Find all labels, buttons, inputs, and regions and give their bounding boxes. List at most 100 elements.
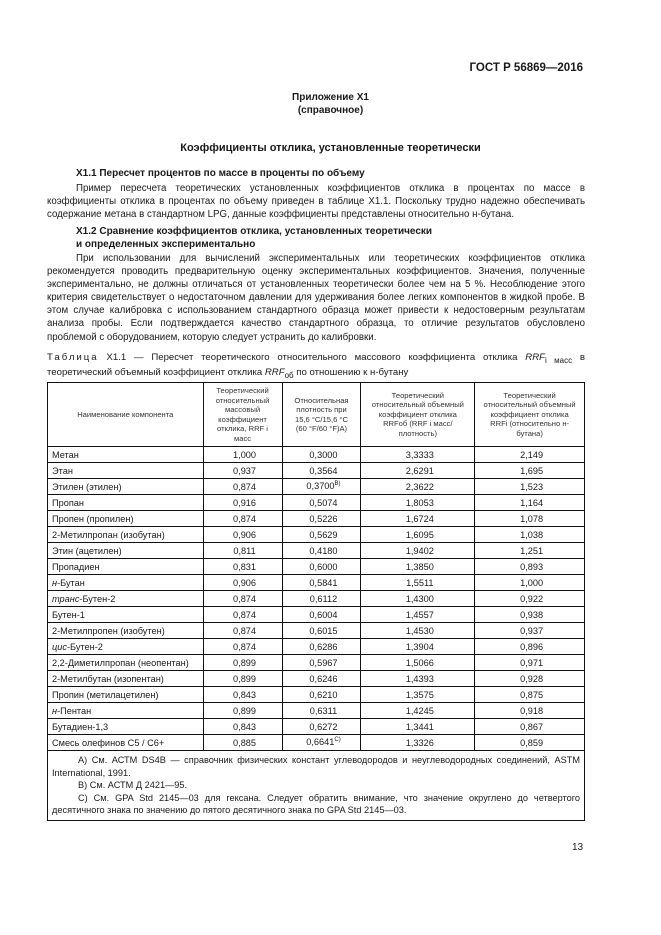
component-name: Бутен-1 [47,606,204,623]
value: 0,6641 [306,737,335,748]
value: 1,000 [520,577,544,588]
value-cell: 0,6286 [281,638,362,655]
value: 0,811 [233,545,256,556]
name-text: Бутен-1 [52,609,85,620]
value-cell: 1,5066 [360,654,476,671]
value: 2,3622 [405,481,434,492]
table-row: Этилен (этилен) 0,874 0,3700В) 2,3622 1,523 [47,478,585,495]
value-cell: 0,3564 [281,462,362,479]
table-row: 2-Метилбутан (изопентан) 0,899 0,6246 1,439… [47,670,585,687]
value: 1,5511 [406,577,434,588]
value: 0,5967 [309,657,338,668]
table-footnotes: А) См. АСТМ DS4B — справочник физических… [47,750,585,821]
value-cell: 1,3326 [360,734,476,751]
value-cell: 1,251 [474,542,585,559]
document-code: ГОСТ Р 56869—2016 [469,62,583,74]
value-cell: 1,3441 [360,718,476,735]
value: 0,899 [233,673,257,684]
value-cell: 0,875 [474,686,585,703]
column-header: Теоретический относительный массовый коэ… [202,382,283,447]
value: 0,3000 [309,449,338,460]
table-row: н-Пентан 0,899 0,6311 1,4245 0,918 [47,702,585,719]
value: 0,5629 [309,529,338,540]
column-header: Наименование компонента [47,382,204,447]
footnote-mark: В) [334,481,341,488]
name-text: Этан [52,465,73,476]
value-cell: 0,5841 [281,574,362,591]
value-cell: 0,6000 [281,558,362,575]
value-cell: 0,893 [474,558,585,575]
component-name: н-Бутан [47,574,204,591]
value-cell: 0,5967 [281,654,362,671]
table-row: Смесь олефинов С5 / С6+ 0,885 0,6641С) 1,33… [47,734,585,751]
appendix-title: Приложение Х1 [292,92,369,103]
value: 0,937 [520,625,544,636]
section1-text: Пример пересчета теоретических установле… [47,183,585,221]
table-row: Пропадиен 0,831 0,6000 1,3850 0,893 [47,558,585,575]
value: 0,899 [233,657,257,668]
column-header: Относительная плотность при 15,6 °С/15,6… [281,382,362,447]
value: 0,874 [233,513,257,524]
value-cell: 1,000 [474,574,585,591]
value: 1,078 [520,513,544,524]
value: 0,5074 [309,497,338,508]
name-prefix: н [52,705,58,716]
value: 0,867 [520,721,544,732]
component-name: н-Пентан [47,702,204,719]
caption-mid: в теоретический объемный коэффициент отк… [47,352,585,378]
value-cell: 1,038 [474,526,585,543]
component-name: 2,2-Диметилпропан (неопентан) [47,654,204,671]
value: 0,6112 [309,593,338,604]
table-row: Бутадиен-1,3 0,843 0,6272 1,3441 0,867 [47,718,585,735]
component-name: транс-Бутен-2 [47,590,204,607]
value-cell: 1,164 [474,494,585,511]
name-text: 2,2-Диметилпропан (неопентан) [52,657,189,668]
value-cell: 0,6004 [281,606,362,623]
value-cell: 0,6015 [281,622,362,639]
value: 1,3850 [405,561,434,572]
value-cell: 0,6112 [281,590,362,607]
value-cell: 2,3622 [360,478,476,495]
name-text: -Пентан [57,705,92,716]
name-text: 2-Метилбутан (изопентан) [52,673,164,684]
name-text: Пропан [52,497,84,508]
value: 1,4530 [405,625,434,636]
value-cell: 0,899 [202,670,283,687]
table-row: 2-Метилпропен (изобутен) 0,874 0,6015 1,453… [47,622,585,639]
caption-sub: i масс [545,355,573,365]
value-cell: 1,5511 [360,574,476,591]
value-cell: 0,6272 [281,718,362,735]
value: 0,885 [233,737,257,748]
caption-sub2: об [284,370,294,380]
value-cell: 1,3575 [360,686,476,703]
value-cell: 0,4180 [281,542,362,559]
value-cell: 0,922 [474,590,585,607]
value: 0,843 [233,689,257,700]
value: 0,922 [520,593,544,604]
value: 3,3333 [405,449,434,460]
value: 0,6286 [309,641,338,652]
value: 2,149 [520,449,544,460]
value-cell: 1,4530 [360,622,476,639]
appendix-subtitle: (справочное) [297,105,364,116]
component-name: Метан [47,446,204,463]
value-cell: 0,3700В) [281,478,362,495]
name-text: Метан [52,449,79,460]
name-text: Пропин (метилацетилен) [52,689,159,700]
value: 1,251 [520,545,544,556]
value-cell: 1,4245 [360,702,476,719]
table-row: Пропин (метилацетилен) 0,843 0,6210 1,3575 0… [47,686,585,703]
section2-title-line1: Х1.2 Сравнение коэффициентов отклика, ус… [76,226,433,237]
value: 0,893 [520,561,544,572]
value: 0,874 [233,641,257,652]
value: 0,6000 [309,561,338,572]
value: 0,6272 [309,721,338,732]
table-row: Пропан 0,916 0,5074 1,8053 1,164 [47,494,585,511]
value: 0,831 [233,561,257,572]
caption-end: по отношению к н-бутану [296,366,409,378]
name-text: -Бутен-2 [66,641,103,652]
value-cell: 0,6311 [281,702,362,719]
value-cell: 1,9402 [360,542,476,559]
value-cell: 1,6724 [360,510,476,527]
main-title: Коэффициенты отклика, установленные теор… [180,142,481,154]
